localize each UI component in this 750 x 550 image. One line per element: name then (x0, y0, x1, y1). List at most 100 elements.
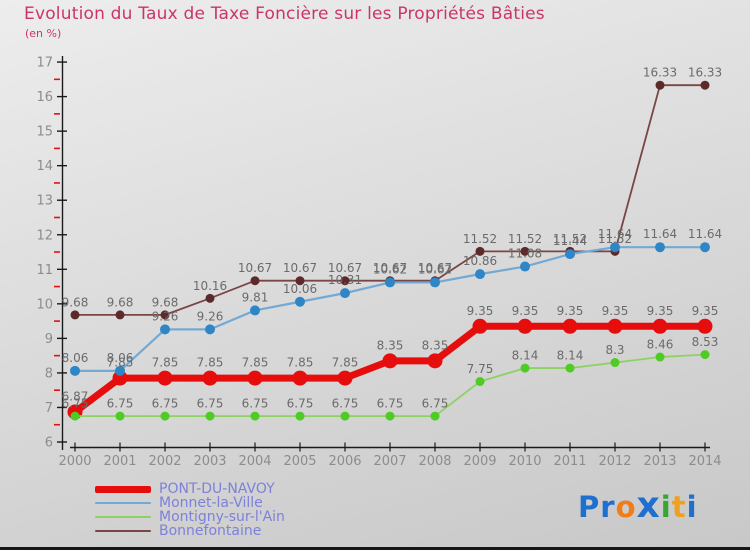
data-point (115, 365, 125, 376)
x-tick-label: 2000 (58, 454, 91, 469)
data-label: 11.52 (463, 232, 497, 246)
x-tick-label: 2004 (238, 454, 271, 469)
legend-label: PONT-DU-NAVOY (159, 481, 275, 497)
data-point (160, 324, 170, 335)
legend-item: PONT-DU-NAVOY (95, 481, 285, 497)
legend-item: Montigny-sur-l'Ain (95, 509, 285, 525)
y-tick-label: 16 (36, 90, 53, 105)
data-label: 9.26 (152, 309, 179, 323)
data-label: 9.35 (512, 304, 539, 318)
data-label: 6.75 (152, 397, 179, 411)
logo-letter: o (615, 490, 637, 524)
y-tick-label: 13 (36, 194, 53, 209)
data-label: 10.67 (238, 261, 272, 275)
data-label: 6.75 (287, 397, 314, 411)
legend-label: Monnet-la-Ville (159, 495, 263, 511)
data-point (160, 310, 170, 320)
data-point (385, 277, 395, 288)
y-tick-label: 7 (45, 401, 53, 416)
chart-canvas: 6 7 8 9 10 11 12 13 14 15 16 17 2000 2001 2002 2003 2004… (36, 56, 722, 469)
data-point (160, 411, 170, 421)
data-label: 8.06 (62, 351, 89, 365)
data-label: 10.16 (193, 279, 227, 293)
data-label: 9.68 (62, 295, 89, 309)
data-point (697, 318, 713, 334)
data-label: 10.67 (283, 261, 317, 275)
legend-line-sample (95, 530, 151, 532)
data-point (472, 318, 488, 334)
data-point (295, 296, 305, 307)
data-point (295, 411, 305, 421)
data-label: 11.64 (688, 227, 722, 241)
data-point (202, 370, 218, 386)
data-point (565, 363, 575, 373)
data-label: 16.33 (688, 66, 722, 80)
data-label: 10.86 (463, 254, 497, 268)
y-tick-label: 17 (36, 56, 53, 71)
data-label: 11.08 (508, 247, 542, 261)
data-point (655, 242, 665, 253)
logo-letter: t (671, 490, 687, 524)
data-label: 11.52 (598, 232, 632, 246)
data-label: 10.67 (328, 261, 362, 275)
x-tick-label: 2001 (103, 454, 136, 469)
data-point (115, 411, 125, 421)
data-point (655, 80, 665, 90)
data-label: 9.68 (107, 295, 134, 309)
legend-item: Monnet-la-Ville (95, 495, 285, 511)
data-label: 9.35 (557, 304, 584, 318)
data-point (700, 242, 710, 253)
data-label: 8.35 (377, 338, 404, 352)
data-point (70, 365, 80, 376)
x-tick-label: 2012 (598, 454, 631, 469)
y-tick-label: 15 (36, 125, 53, 140)
data-label: 8.3 (605, 343, 624, 357)
data-point (430, 411, 440, 421)
data-point (427, 353, 443, 369)
data-label: 6.75 (107, 397, 134, 411)
data-label: 10.62 (418, 262, 452, 276)
data-label: 9.35 (647, 304, 674, 318)
data-point (700, 80, 710, 90)
data-point (430, 277, 440, 288)
data-point (292, 370, 308, 386)
data-label: 7.75 (467, 362, 494, 376)
data-label: 8.14 (557, 349, 584, 363)
legend-item: Bonnefontaine (95, 524, 285, 538)
data-point (205, 324, 215, 335)
y-tick-label: 8 (45, 366, 53, 381)
x-tick-label: 2013 (643, 454, 676, 469)
data-point (205, 411, 215, 421)
logo-letter: P (578, 490, 601, 524)
y-tick-label: 11 (36, 263, 53, 278)
data-label: 10.67 (373, 261, 407, 275)
data-label: 9.35 (602, 304, 629, 318)
data-point (700, 350, 710, 360)
y-tick-label: 9 (45, 332, 53, 347)
data-point (340, 276, 350, 286)
logo-letter: r (600, 490, 616, 524)
data-point (517, 318, 533, 334)
y-tick-label: 14 (36, 159, 53, 174)
chart-title: Evolution du Taux de Taxe Foncière sur l… (24, 4, 545, 24)
data-label: 8.14 (512, 349, 539, 363)
data-point (205, 293, 215, 303)
data-point (565, 249, 575, 260)
data-label: 11.52 (553, 232, 587, 246)
data-label: 6.75 (377, 397, 404, 411)
data-label: 7.85 (242, 356, 269, 370)
data-label: 10.62 (373, 262, 407, 276)
data-label: 6.75 (62, 397, 89, 411)
data-point (382, 353, 398, 369)
logo-letter: x (636, 485, 661, 526)
data-point (385, 411, 395, 421)
data-label: 8.46 (647, 338, 674, 352)
data-label: 16.33 (643, 66, 677, 80)
x-tick-label: 2007 (373, 454, 406, 469)
data-point (475, 377, 485, 387)
data-point (250, 305, 260, 316)
legend-label: Montigny-sur-l'Ain (159, 509, 285, 525)
data-point (340, 411, 350, 421)
data-point (610, 358, 620, 368)
